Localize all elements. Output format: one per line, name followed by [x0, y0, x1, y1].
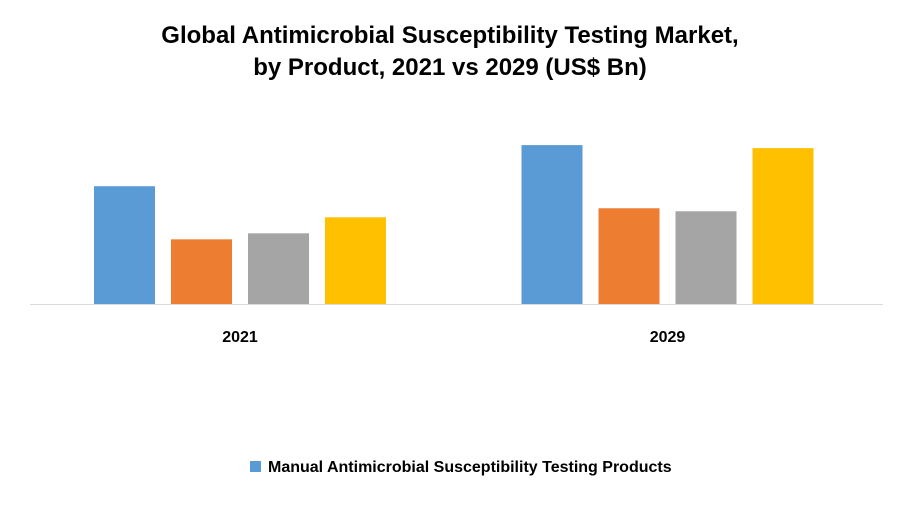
chart-title-line-2: by Product, 2021 vs 2029 (US$ Bn)	[253, 54, 647, 81]
bar-series-3-2029	[675, 211, 737, 305]
bar-series-2-2029	[598, 208, 660, 305]
legend-swatch-manual	[250, 461, 261, 472]
legend-item-manual: Manual Antimicrobial Susceptibility Test…	[250, 456, 690, 480]
chart-title-line-1: Global Antimicrobial Susceptibility Test…	[161, 22, 739, 49]
legend: Manual Antimicrobial Susceptibility Test…	[250, 456, 690, 480]
bar-series-1-2021	[94, 186, 155, 305]
bar-series-3-2021	[248, 233, 309, 305]
chart-title: Global Antimicrobial Susceptibility Test…	[0, 20, 900, 84]
x-tick-label-2029: 2029	[650, 329, 686, 346]
bar-series-1-2029	[521, 145, 583, 305]
bar-series-4-2029	[752, 148, 814, 305]
bar-series-2-2021	[171, 239, 232, 305]
legend-label-manual: Manual Antimicrobial Susceptibility Test…	[268, 459, 672, 476]
bar-series-4-2021	[325, 217, 386, 305]
x-tick-label-2021: 2021	[222, 329, 258, 346]
